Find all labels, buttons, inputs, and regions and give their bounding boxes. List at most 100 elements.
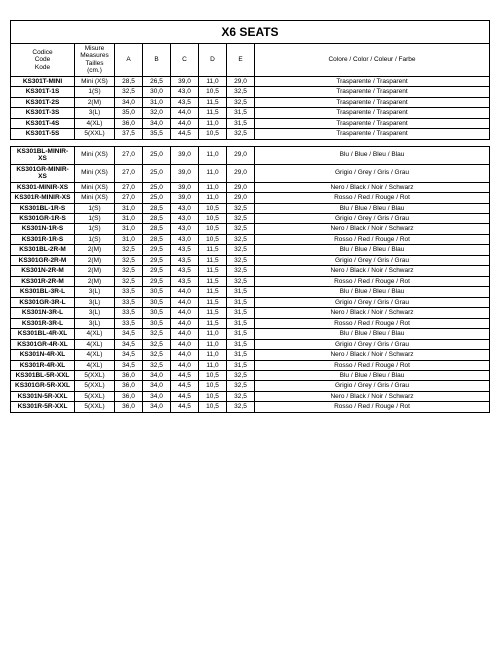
cell-E: 29,0 xyxy=(227,182,255,192)
cell-E: 32,5 xyxy=(227,402,255,412)
cell-size: 1(S) xyxy=(75,203,115,213)
table-row: KS301BL-5R-XXL5(XXL)36,034,044,510,532,5… xyxy=(11,371,490,381)
cell-E: 31,5 xyxy=(227,118,255,128)
cell-D: 11,0 xyxy=(199,76,227,86)
cell-B: 32,5 xyxy=(143,360,171,370)
cell-C: 43,5 xyxy=(171,255,199,265)
cell-B: 34,0 xyxy=(143,391,171,401)
header-code: Codice Code Kode xyxy=(11,44,75,77)
cell-D: 11,0 xyxy=(199,146,227,164)
cell-code: KS301BL-1R-S xyxy=(11,203,75,213)
cell-C: 39,0 xyxy=(171,146,199,164)
cell-A: 27,0 xyxy=(115,193,143,203)
table-row: KS301GR-3R-L3(L)33,530,544,011,531,5Grig… xyxy=(11,297,490,307)
cell-B: 28,5 xyxy=(143,234,171,244)
cell-A: 34,5 xyxy=(115,350,143,360)
cell-A: 36,0 xyxy=(115,391,143,401)
table-row: KS301R-3R-L3(L)33,530,544,011,531,5Rosso… xyxy=(11,318,490,328)
cell-E: 32,5 xyxy=(227,203,255,213)
cell-D: 11,0 xyxy=(199,118,227,128)
cell-A: 33,5 xyxy=(115,287,143,297)
cell-size: 2(M) xyxy=(75,276,115,286)
cell-A: 32,5 xyxy=(115,266,143,276)
cell-D: 11,5 xyxy=(199,308,227,318)
header-E: E xyxy=(227,44,255,77)
cell-color: Blu / Blue / Bleu / Blau xyxy=(255,371,490,381)
cell-C: 44,0 xyxy=(171,297,199,307)
cell-B: 31,0 xyxy=(143,97,171,107)
cell-size: 5(XXL) xyxy=(75,402,115,412)
cell-code: KS301BL-5R-XXL xyxy=(11,371,75,381)
cell-E: 29,0 xyxy=(227,193,255,203)
cell-D: 11,0 xyxy=(199,350,227,360)
cell-B: 29,5 xyxy=(143,255,171,265)
cell-A: 36,0 xyxy=(115,402,143,412)
cell-D: 11,5 xyxy=(199,297,227,307)
cell-A: 36,0 xyxy=(115,118,143,128)
cell-color: Nero / Black / Noir / Schwarz xyxy=(255,308,490,318)
cell-code: KS301T-2S xyxy=(11,97,75,107)
cell-E: 31,5 xyxy=(227,360,255,370)
cell-code: KS301T-5S xyxy=(11,129,75,139)
cell-C: 39,0 xyxy=(171,164,199,182)
cell-size: 1(S) xyxy=(75,87,115,97)
table-row: KS301GR-5R-XXL5(XXL)36,034,044,510,532,5… xyxy=(11,381,490,391)
cell-A: 35,0 xyxy=(115,108,143,118)
cell-B: 32,5 xyxy=(143,329,171,339)
cell-color: Trasparente / Trasparent xyxy=(255,108,490,118)
cell-color: Grigio / Grey / Gris / Grau xyxy=(255,164,490,182)
cell-B: 35,5 xyxy=(143,129,171,139)
cell-size: 5(XXL) xyxy=(75,381,115,391)
cell-code: KS301T-3S xyxy=(11,108,75,118)
cell-A: 31,0 xyxy=(115,203,143,213)
cell-code: KS301T-MINI xyxy=(11,76,75,86)
table-row: KS301BL-4R-XL4(XL)34,532,544,011,031,5Bl… xyxy=(11,329,490,339)
cell-code: KS301R-MINIR-XS xyxy=(11,193,75,203)
cell-E: 31,5 xyxy=(227,108,255,118)
cell-E: 32,5 xyxy=(227,224,255,234)
cell-size: 2(M) xyxy=(75,245,115,255)
cell-size: Mini (XS) xyxy=(75,76,115,86)
table-row: KS301BL-3R-L3(L)33,530,544,011,531,5Blu … xyxy=(11,287,490,297)
header-B: B xyxy=(143,44,171,77)
cell-B: 25,0 xyxy=(143,164,171,182)
cell-size: 2(M) xyxy=(75,255,115,265)
cell-D: 11,0 xyxy=(199,164,227,182)
cell-size: Mini (XS) xyxy=(75,193,115,203)
cell-color: Nero / Black / Noir / Schwarz xyxy=(255,224,490,234)
cell-color: Blu / Blue / Bleu / Blau xyxy=(255,329,490,339)
header-row: Codice Code Kode Misure Measures Tailles… xyxy=(11,44,490,77)
cell-code: KS301R-5R-XXL xyxy=(11,402,75,412)
cell-color: Nero / Black / Noir / Schwarz xyxy=(255,350,490,360)
cell-C: 44,0 xyxy=(171,308,199,318)
cell-C: 43,0 xyxy=(171,234,199,244)
cell-A: 32,5 xyxy=(115,255,143,265)
cell-color: Grigio / Grey / Gris / Grau xyxy=(255,381,490,391)
cell-C: 43,0 xyxy=(171,87,199,97)
cell-D: 10,5 xyxy=(199,203,227,213)
cell-E: 31,5 xyxy=(227,297,255,307)
header-size: Misure Measures Tailles (cm.) xyxy=(75,44,115,77)
cell-B: 25,0 xyxy=(143,182,171,192)
cell-D: 11,5 xyxy=(199,255,227,265)
cell-E: 32,5 xyxy=(227,266,255,276)
cell-E: 32,5 xyxy=(227,97,255,107)
cell-C: 43,5 xyxy=(171,97,199,107)
cell-C: 44,0 xyxy=(171,339,199,349)
cell-color: Blu / Blue / Bleu / Blau xyxy=(255,203,490,213)
cell-C: 44,0 xyxy=(171,108,199,118)
cell-A: 33,5 xyxy=(115,308,143,318)
table-row: KS301R-1R-S1(S)31,028,543,010,532,5Rosso… xyxy=(11,234,490,244)
cell-B: 34,0 xyxy=(143,118,171,128)
cell-B: 30,0 xyxy=(143,87,171,97)
cell-C: 39,0 xyxy=(171,193,199,203)
cell-color: Grigio / Grey / Gris / Grau xyxy=(255,297,490,307)
cell-A: 34,5 xyxy=(115,360,143,370)
table-row: KS301R-5R-XXL5(XXL)36,034,044,510,532,5R… xyxy=(11,402,490,412)
cell-size: 1(S) xyxy=(75,224,115,234)
cell-size: 3(L) xyxy=(75,297,115,307)
cell-color: Rosso / Red / Rouge / Rot xyxy=(255,318,490,328)
table-row: KS301T-2S2(M)34,031,043,511,532,5Traspar… xyxy=(11,97,490,107)
table-title: X6 SEATS xyxy=(10,20,490,43)
cell-E: 29,0 xyxy=(227,164,255,182)
